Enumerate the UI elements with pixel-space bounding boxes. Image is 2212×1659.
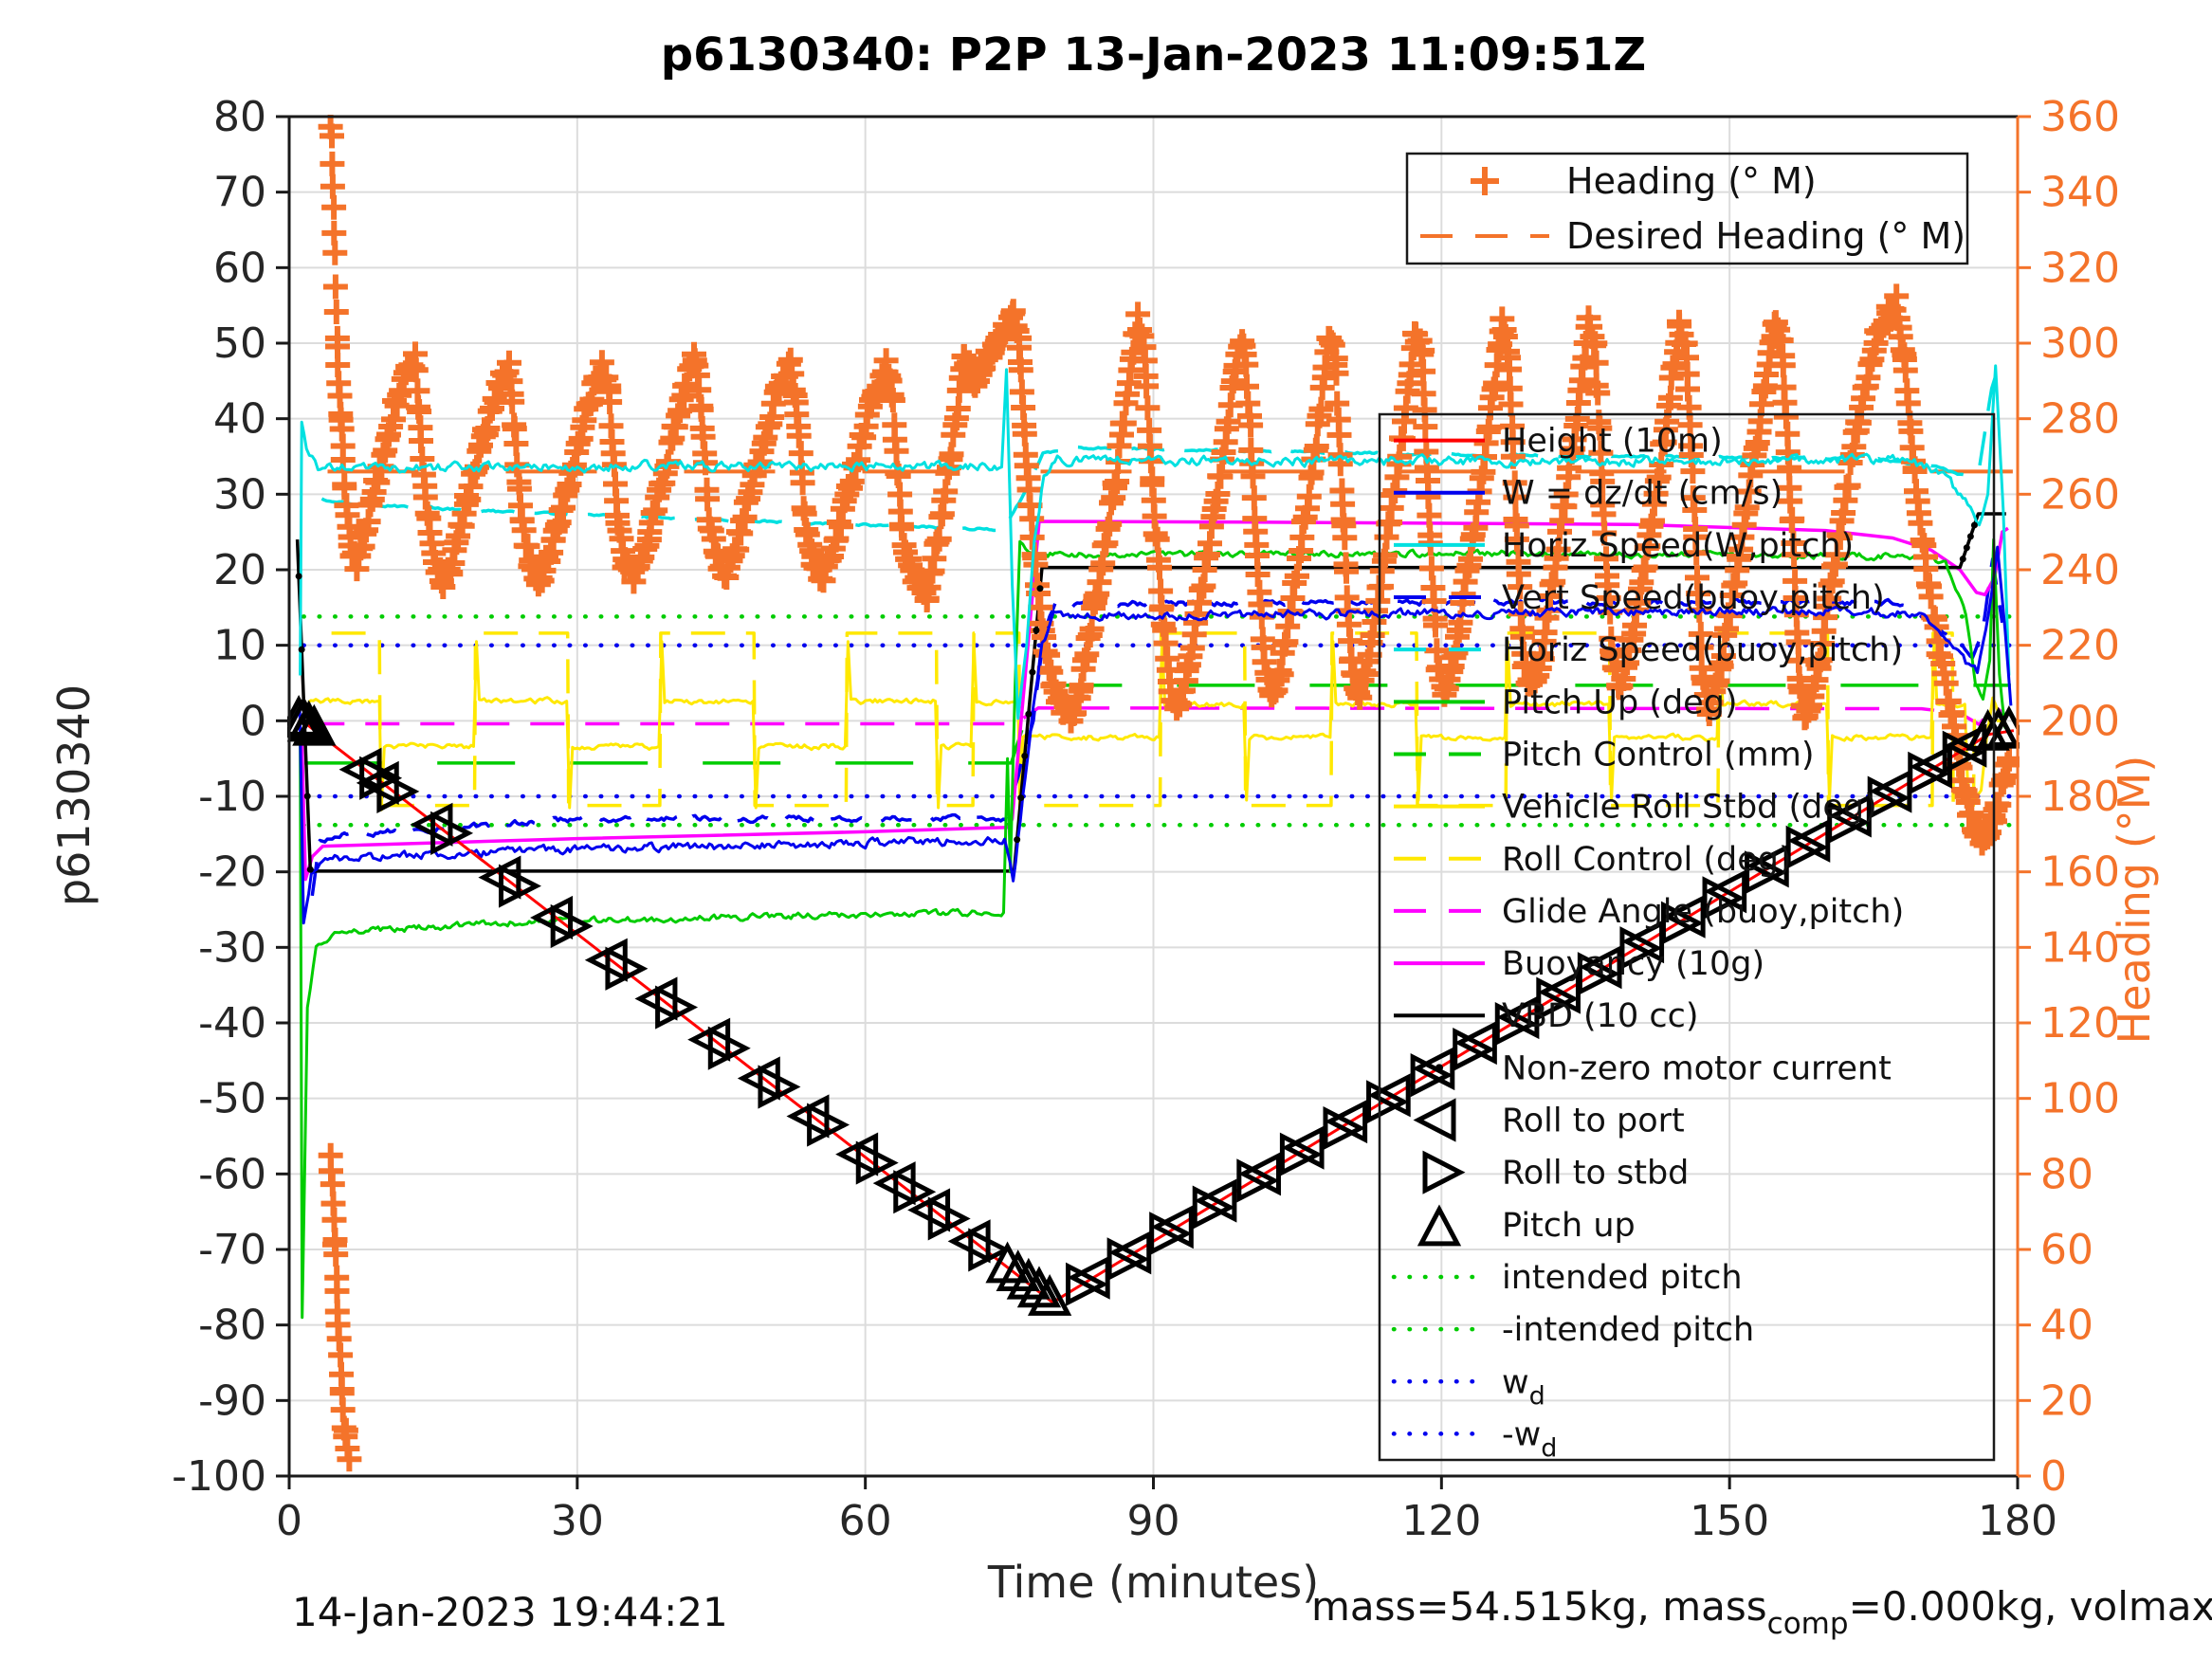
y-right-tick-label: 320 [2040, 244, 2120, 292]
y-left-tick-label: -50 [198, 1075, 266, 1123]
legend-main: Height (10m) W = dz/dt (cm/s) Horiz Speed(… [1378, 412, 1996, 1463]
y-left-tick-label: -100 [172, 1452, 266, 1501]
x-axis-label: Time (minutes) [987, 1557, 1320, 1608]
x-tick-label: 180 [1978, 1497, 2057, 1545]
legend-swatch-plus [1471, 167, 1499, 195]
plot-series [287, 115, 2020, 1472]
series-vehicle-roll [307, 640, 2001, 811]
x-tick-label: 120 [1401, 1497, 1481, 1545]
pitch-up-markers [287, 694, 2020, 1316]
series-w-dzdt [298, 545, 2013, 925]
legend-main-label: Vert Speed(buoy,pitch) [1502, 579, 1885, 617]
legend-main-label: Pitch up [1502, 1207, 1636, 1245]
y-right-tick-label: 0 [2040, 1452, 2067, 1501]
roll-to-stbd-markers [359, 730, 1985, 1306]
legend-heading-label: Desired Heading (° M) [1566, 215, 1965, 257]
legend-label-subscript: d [1529, 1381, 1545, 1411]
y-left-tick-label: 70 [213, 169, 266, 217]
legend-heading-label: Heading (° M) [1566, 160, 1817, 202]
y-left-tick-label: 20 [213, 546, 266, 594]
series-horiz-speed-w [299, 364, 2011, 720]
y-left-tick-label: 30 [213, 470, 266, 519]
legend-heading: Heading (° M) Desired Heading (° M) [1405, 152, 1969, 265]
y-left-tick-label: -10 [198, 773, 266, 821]
legend-main-label: Horiz Speed(buoy,pitch) [1502, 631, 1903, 669]
chart-title: p6130340: P2P 13-Jan-2023 11:09:51Z [660, 28, 1647, 82]
legend-main-box [1378, 412, 1996, 1462]
legend-main-label: Roll to stbd [1502, 1155, 1689, 1193]
x-tick-label: 30 [551, 1497, 604, 1545]
legend-main-label: Horiz Speed(W,pitch) [1502, 527, 1854, 565]
legend-main-label: Height (10m) [1502, 423, 1723, 461]
legend-main-label: Pitch Up (deg) [1502, 684, 1738, 721]
legend-main-label: wd [1502, 1363, 1545, 1411]
y-right-tick-label: 100 [2040, 1075, 2120, 1123]
y-left-tick-label: 0 [240, 697, 266, 745]
y-right-tick-label: 200 [2040, 697, 2120, 745]
y-right-tick-label: 260 [2040, 470, 2120, 519]
heading-scatter [318, 115, 2020, 1472]
y-right-tick-label: 340 [2040, 169, 2120, 217]
x-tick-label: 150 [1690, 1497, 1769, 1545]
legend-main-label: Vehicle Roll Stbd (deg) [1502, 789, 1877, 827]
legend-main-label: Glide Angle (buoy,pitch) [1502, 893, 1904, 931]
series-pitch-up [299, 538, 2007, 1320]
series-buoyancy [300, 520, 2009, 882]
y-right-tick-label: 160 [2040, 848, 2120, 897]
legend-main-label: Non-zero motor current [1502, 1049, 1892, 1087]
y-right-tick-label: 180 [2040, 773, 2120, 821]
legend-main-label: VBD (10 cc) [1502, 997, 1699, 1035]
y-right-tick-label: 240 [2040, 546, 2120, 594]
legend-main-label: -intended pitch [1502, 1311, 1754, 1349]
y-left-tick-label: -60 [198, 1150, 266, 1198]
y-left-tick-label: 80 [213, 93, 266, 141]
series-horiz-speed-buoy [320, 361, 2002, 533]
y-right-tick-label: 220 [2040, 622, 2120, 670]
legend-swatch-dot [1435, 1064, 1443, 1072]
footer-mass-info: mass=54.515kg, masscomp=0.000kg, volmax [1311, 1583, 2212, 1641]
legend-swatch-roll-stbd [1422, 1150, 1466, 1194]
footer-timestamp: 14-Jan-2023 19:44:21 [292, 1589, 728, 1635]
legend-main-label: W = dz/dt (cm/s) [1502, 475, 1782, 513]
footer-mass-sub: comp [1766, 1607, 1849, 1641]
x-tick-label: 0 [276, 1497, 302, 1545]
y-left-tick-label: -30 [198, 923, 266, 972]
legend-label-subscript: d [1541, 1433, 1557, 1463]
y-right-tick-label: 20 [2040, 1376, 2093, 1425]
footer-mass-post: =0.000kg, volmax [1848, 1583, 2212, 1630]
y-left-tick-label: 10 [213, 622, 266, 670]
y-right-tick-label: 140 [2040, 923, 2120, 972]
axis-ticks: -100-90-80-70-60-50-40-30-20-10010203040… [172, 93, 2120, 1545]
x-tick-label: 60 [839, 1497, 892, 1545]
legend-main-label: -wd [1502, 1415, 1557, 1463]
y-left-tick-label: 50 [213, 319, 266, 368]
y-right-tick-label: 300 [2040, 319, 2120, 368]
legend-main-label: Pitch Control (mm) [1502, 736, 1814, 774]
y-left-tick-label: -80 [198, 1302, 266, 1350]
legend-swatch-pitch-up [1417, 1204, 1462, 1247]
legend-heading-box [1405, 152, 1969, 265]
footer-mass-pre: mass=54.515kg, mass [1311, 1583, 1767, 1630]
y-right-tick-label: 360 [2040, 93, 2120, 141]
y-right-tick-label: 80 [2040, 1150, 2093, 1198]
legend-main-label: Roll Control (deg) [1502, 841, 1792, 879]
legend-main-label: Buoyancy (10g) [1502, 945, 1764, 983]
x-tick-label: 90 [1127, 1497, 1180, 1545]
y-right-tick-label: 120 [2040, 999, 2120, 1048]
legend-main-label: Roll to port [1502, 1103, 1685, 1140]
y-left-tick-label: -20 [198, 848, 266, 897]
y-left-tick-label: -70 [198, 1226, 266, 1274]
legend-main-label: intended pitch [1502, 1259, 1743, 1297]
y-left-tick-label: 60 [213, 244, 266, 292]
y-left-tick-label: -90 [198, 1376, 266, 1425]
y-right-tick-label: 40 [2040, 1302, 2093, 1350]
y-right-tick-label: 280 [2040, 395, 2120, 444]
y-left-tick-label: -40 [198, 999, 266, 1048]
y-right-tick-label: 60 [2040, 1226, 2093, 1274]
y-left-tick-label: 40 [213, 395, 266, 444]
legend-swatch-roll-port [1413, 1098, 1456, 1142]
